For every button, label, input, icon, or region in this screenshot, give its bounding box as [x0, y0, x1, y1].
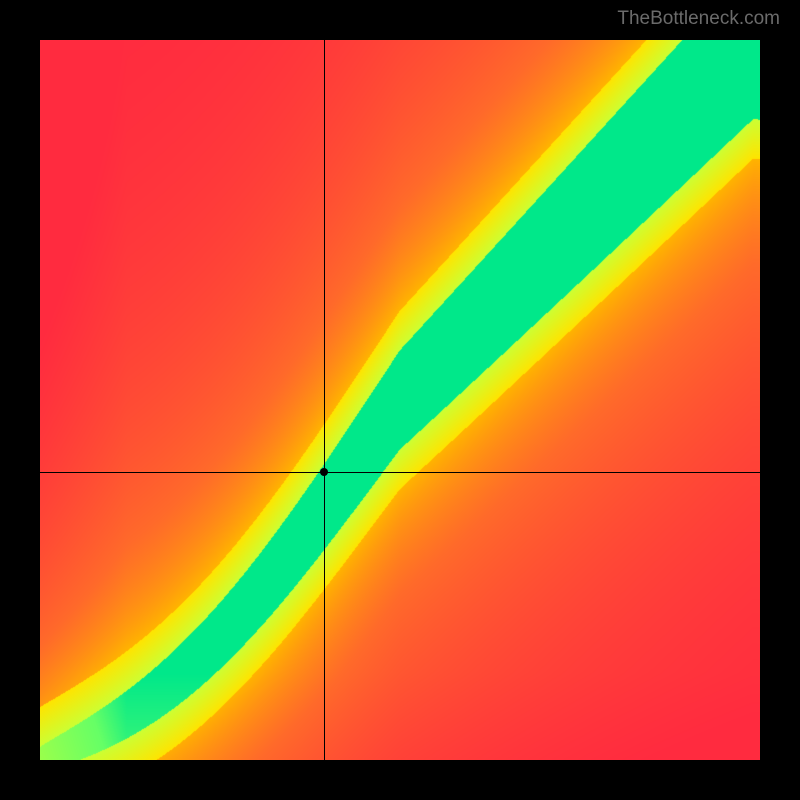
heatmap-canvas — [40, 40, 760, 760]
chart-container: TheBottleneck.com — [0, 0, 800, 800]
plot-area — [40, 40, 760, 760]
marker-dot — [320, 468, 328, 476]
crosshair-vertical — [324, 40, 325, 760]
watermark-text: TheBottleneck.com — [617, 8, 780, 30]
crosshair-horizontal — [40, 472, 760, 473]
